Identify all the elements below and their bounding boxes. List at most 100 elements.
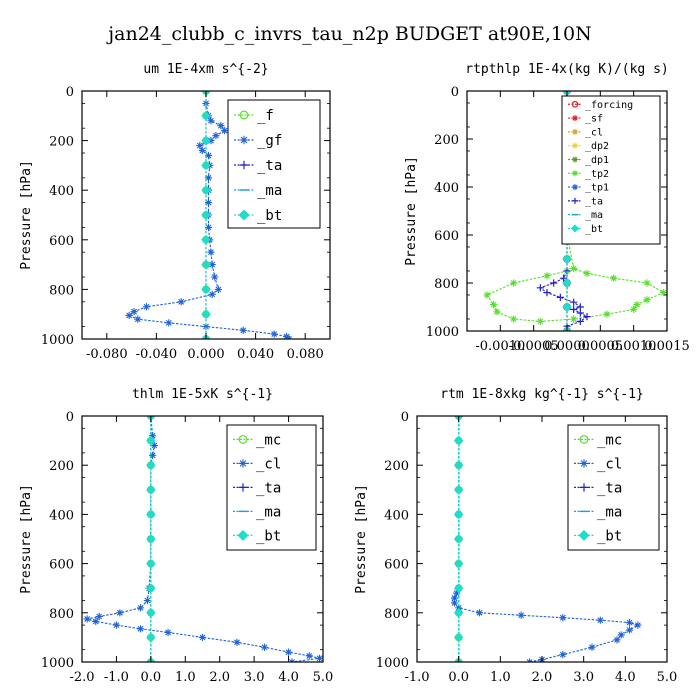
legend-entry-sf-label: _sf [585,114,603,125]
series-ta-point [556,293,564,301]
legend-entry-dp2: _dp2 [568,141,609,152]
series-gf-point [130,308,138,316]
series-tp2-point [490,301,498,309]
legend-entry-mc-label: _mc [256,432,281,448]
legend-entry-mc: _mc [574,432,622,448]
y-tick-label: 0 [66,85,74,100]
series-tp2-point [570,315,578,323]
series-bt [201,91,211,339]
series-bt-point [453,558,464,569]
y-tick-label: 0 [451,85,459,100]
legend-entry-sf-marker [572,115,578,122]
y-tick-label: 400 [49,184,74,199]
legend-entry-ma: _ma [233,504,281,520]
legend-entry-ta-label: _ta [597,480,622,496]
series-bt-point [201,160,211,171]
series-cl-point [136,625,145,633]
series-bt-point [201,259,211,270]
series-cl-point [95,612,103,621]
series-tp2-point [536,317,544,325]
series-tp2-point [493,308,501,316]
series-group [450,416,642,662]
x-tick-label: 0.0005 [578,339,624,354]
legend-entry-sf: _sf [568,114,603,125]
legend-entry-cl-label: _cl [585,127,603,138]
series-bt-point [453,509,464,520]
legend-entry-mc-marker [579,434,589,444]
legend: _forcing _sf _cl _dp2 _dp1 _tp2 _tp1 _ta _ma _bt [561,95,661,245]
x-tick-label: 4.0 [615,670,636,685]
series-bt-point [146,632,156,643]
x-tick-label: -0.0005 [509,339,559,354]
legend-entry-ta: _ta [233,480,281,496]
series-cl-point [625,619,634,627]
series-bt-point [201,185,211,195]
legend-entry-bt-label: _bt [257,208,282,224]
legend-entry-ta: _ta [234,158,282,174]
series-bt-point [201,284,211,295]
y-tick-label: 600 [384,558,409,573]
y-tick-label: 0 [401,410,409,425]
x-tick-label: 3.0 [244,670,265,685]
panel-3: thlm 1E-5xK s^{-1} Pressure [hPa] 0 200 400 6… [19,387,333,685]
series-gf-point [221,127,229,135]
y-tick-label: 600 [434,229,459,244]
legend-entry-bt-marker [578,529,590,541]
series-gf-point [207,117,215,125]
legend-entry-cl: _cl [574,456,622,472]
y-tick-label: 800 [49,607,74,622]
panel-title: thlm 1E-5xK s^{-1} [132,387,273,402]
legend-entry-bt-label: _bt [585,224,603,235]
series-bt-point [146,485,156,495]
legend-entry-ta-marker [572,197,578,204]
x-tick-label: 1.0 [175,670,196,685]
series-cl-point [588,643,596,651]
series-group [83,416,323,662]
legend-entry-tp2-marker [572,170,578,177]
series-bt-point [201,309,211,319]
series-bt-point [146,460,156,470]
series-cl-point [450,594,459,602]
series-tp2-point [643,296,651,304]
legend-entry-tp1: _tp1 [568,183,609,194]
legend-entry-bt-marker [570,224,580,233]
series-gf-point [217,122,225,130]
y-tick-label: 400 [384,508,409,523]
x-tick-label: 0.040 [237,347,274,362]
series-tp2-point [570,265,578,273]
series-cl-point [112,621,121,629]
legend-entry-bt-marker [238,209,250,221]
legend-entry-forcing-marker [571,100,579,108]
x-tick-label: 3.0 [573,670,594,685]
series-ta-point [560,274,568,282]
y-tick-label: 200 [49,135,74,150]
legend-entry-ta-marker [238,483,248,492]
legend-entry-gf: _gf [234,133,282,149]
legend-entry-cl-label: _cl [597,456,622,472]
legend-entry-ma-label: _ma [585,210,603,221]
legend-entry-ta-marker [239,160,249,170]
x-tick-label: 5.0 [313,670,334,685]
series-cl-point [164,628,172,637]
legend-entry-tp2: _tp2 [568,169,609,180]
panel-title: rtpthlp 1E-4x(kg K)/(kg s) [465,62,669,77]
series-ta-point [583,313,591,321]
legend: _f _gf _ta _ma _bt [227,99,321,229]
series-gf-point [165,319,173,327]
series-bt-point [453,460,464,470]
series-bt-point [453,435,464,446]
series-cl-point [260,643,269,651]
y-tick-label: 400 [434,181,459,196]
series-tp2-point [633,301,641,309]
series-cl-point [92,617,100,626]
legend-entry-bt: _bt [568,224,603,235]
series-gf-point [212,132,220,140]
legend-entry-dp1-marker [572,156,578,163]
legend-box [227,99,321,229]
panels: um 1E-4xm s^{-2} Pressure [hPa] 0 200 400 600… [19,62,690,685]
legend-entry-ta-label: _ta [256,480,281,496]
series-cl-point [136,604,145,612]
series-cl-point [596,616,604,624]
legend-entry-cl-marker [572,128,578,135]
